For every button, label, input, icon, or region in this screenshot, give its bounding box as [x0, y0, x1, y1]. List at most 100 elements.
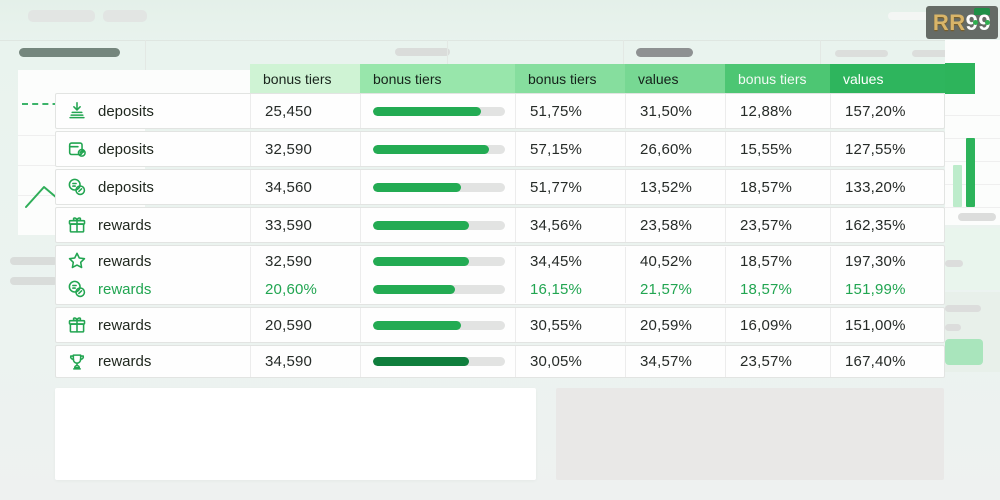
bg-placeholder-pill: [10, 257, 58, 265]
table-row-box: deposits 25,450 51,75% 31,50% 12,88% 157,20%: [55, 93, 945, 129]
row-value-cell: 32,590: [250, 132, 360, 166]
row-label: rewards: [98, 216, 152, 234]
progress-fill: [373, 144, 490, 154]
progress-bar-cell: [360, 275, 515, 303]
progress-bar-cell: [360, 308, 515, 342]
percent-cell: 30,05%: [515, 346, 625, 377]
percent-cell: 127,55%: [830, 132, 944, 166]
logo-text-rr: RR: [932, 9, 966, 35]
row-label: deposits: [98, 140, 154, 158]
row-label: deposits: [98, 178, 154, 196]
percent-cell: 151,99%: [830, 275, 944, 303]
percent-cell: 167,40%: [830, 346, 944, 377]
percent-cell: 21,57%: [625, 275, 725, 303]
column-header-values: values: [830, 64, 945, 93]
column-header-values: values: [625, 64, 725, 93]
bg-divider: [820, 40, 821, 64]
progress-fill: [373, 256, 470, 266]
column-header-bonus-tiers: bonus tiers: [725, 64, 830, 93]
table-row-rewards[interactable]: rewards 32,590 34,45% 40,52% 18,57% 197,30%: [56, 247, 944, 275]
bg-placeholder-pill: [945, 260, 963, 267]
row-label-cell: rewards: [56, 247, 250, 275]
bg-placeholder-pill: [636, 48, 693, 57]
bg-placeholder-pill: [945, 305, 981, 312]
percent-cell: 133,20%: [830, 170, 944, 204]
percent-cell: 40,52%: [625, 247, 725, 275]
row-value-cell: 25,450: [250, 94, 360, 128]
row-label-cell: deposits: [56, 132, 250, 166]
row-label-cell: rewards: [56, 208, 250, 242]
progress-fill: [373, 284, 455, 294]
progress-fill: [373, 106, 482, 116]
percent-cell: 34,45%: [515, 247, 625, 275]
table-row-deposits[interactable]: deposits 32,590 57,15% 26,60% 15,55% 127,55%: [56, 132, 944, 166]
row-label-cell: deposits: [56, 94, 250, 128]
percent-cell: 162,35%: [830, 208, 944, 242]
row-label-cell: rewards: [56, 308, 250, 342]
table-row-rewards[interactable]: rewards 20,590 30,55% 20,59% 16,09% 151,00%: [56, 308, 944, 342]
progress-track: [373, 256, 505, 266]
bg-green-header-block: [945, 63, 975, 94]
row-label: deposits: [98, 102, 154, 120]
percent-cell: 18,57%: [725, 170, 830, 204]
bg-divider: [623, 40, 624, 64]
bonus-table-body: deposits 25,450 51,75% 31,50% 12,88% 157,20% d…: [55, 93, 945, 378]
progress-track: [373, 144, 505, 154]
column-header-bonus-tiers: bonus tiers: [515, 64, 625, 93]
bg-placeholder-pill: [958, 213, 996, 221]
bonus-table: bonus tiers bonus tiers bonus tiers values b…: [55, 64, 945, 380]
progress-fill: [373, 357, 470, 366]
percent-cell: 197,30%: [830, 247, 944, 275]
bg-mini-bar-panel: [945, 40, 1000, 225]
bg-green-block: [945, 339, 983, 365]
deposit-tray-icon: [66, 100, 88, 122]
logo-hat-icon: [974, 8, 990, 15]
percent-cell: 23,58%: [625, 208, 725, 242]
progress-bar-cell: [360, 208, 515, 242]
row-label-cell: deposits: [56, 170, 250, 204]
table-row-deposits[interactable]: deposits 25,450 51,75% 31,50% 12,88% 157,20%: [56, 94, 944, 128]
percent-cell: 23,57%: [725, 346, 830, 377]
row-label: rewards: [98, 252, 152, 270]
percent-cell: 34,57%: [625, 346, 725, 377]
table-row-deposits[interactable]: deposits 34,560 51,77% 13,52% 18,57% 133,20%: [56, 170, 944, 204]
column-header-bonus-tiers: bonus tiers: [360, 64, 515, 93]
percent-cell: 151,00%: [830, 308, 944, 342]
table-row-box: rewards 34,590 30,05% 34,57% 23,57% 167,40%: [55, 345, 945, 378]
progress-bar-cell: [360, 170, 515, 204]
percent-cell: 31,50%: [625, 94, 725, 128]
percent-cell: 51,77%: [515, 170, 625, 204]
row-label: rewards: [98, 316, 152, 334]
bottom-card-left: [55, 388, 536, 480]
row-label-cell: rewards: [56, 346, 250, 377]
percent-cell: 51,75%: [515, 94, 625, 128]
table-row-rewards[interactable]: rewards 20,60% 16,15% 21,57% 18,57% 151,99%: [56, 275, 944, 303]
bg-sparkline: [25, 186, 58, 208]
bg-gridline: [945, 115, 1000, 116]
progress-track: [373, 320, 505, 330]
progress-bar-cell: [360, 132, 515, 166]
row-value-cell: 20,590: [250, 308, 360, 342]
progress-fill: [373, 182, 462, 192]
bg-tint-block: [945, 228, 1000, 290]
brand-logo: RR 99: [926, 6, 998, 39]
coins-icon: [66, 278, 88, 300]
table-row-rewards[interactable]: rewards 34,590 30,05% 34,57% 23,57% 167,40%: [56, 346, 944, 377]
bg-placeholder-pill: [888, 12, 938, 20]
bg-placeholder-pill: [945, 324, 961, 331]
percent-cell: 30,55%: [515, 308, 625, 342]
row-value-cell: 34,590: [250, 346, 360, 377]
percent-cell: 157,20%: [830, 94, 944, 128]
star-icon: [66, 250, 88, 272]
gift-icon: [66, 214, 88, 236]
progress-track: [373, 106, 505, 116]
progress-fill: [373, 220, 470, 230]
table-row-box: rewards 33,590 34,56% 23,58% 23,57% 162,35%: [55, 207, 945, 243]
percent-cell: 13,52%: [625, 170, 725, 204]
bottom-card-right: [556, 388, 944, 480]
progress-bar-cell: [360, 247, 515, 275]
percent-cell: 57,15%: [515, 132, 625, 166]
table-row-rewards[interactable]: rewards 33,590 34,56% 23,58% 23,57% 162,35%: [56, 208, 944, 242]
gift-icon: [66, 314, 88, 336]
bg-placeholder-pill: [395, 48, 450, 56]
